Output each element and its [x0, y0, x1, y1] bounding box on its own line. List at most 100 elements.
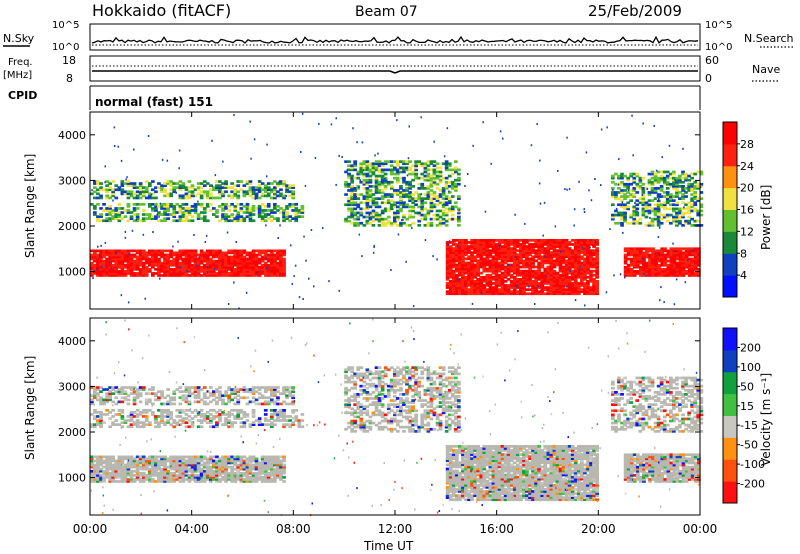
power-cell [182, 182, 186, 185]
power-cell [545, 275, 547, 277]
power-cell [133, 182, 137, 185]
velocity-cell [282, 476, 286, 479]
power-cell [457, 169, 461, 172]
power-cell [286, 195, 288, 197]
power-cell [420, 183, 424, 186]
power-cell [359, 212, 363, 215]
power-cell [448, 162, 452, 165]
power-cell [313, 285, 315, 287]
power-cell [224, 190, 228, 193]
power-cell [206, 235, 208, 237]
power-cell [575, 299, 577, 301]
power-cell [682, 148, 684, 150]
power-cell [454, 160, 458, 163]
power-cell [114, 197, 118, 200]
power-cell [180, 266, 182, 268]
power-colorbar-tick: 20 [740, 182, 754, 195]
power-cell [659, 253, 661, 255]
power-cell [252, 219, 256, 222]
velocity-cell [111, 456, 115, 459]
power-cell [276, 217, 280, 220]
power-cell [178, 167, 180, 169]
power-cell [623, 212, 627, 215]
power-cell [127, 203, 131, 206]
power-cell [152, 231, 154, 233]
power-cell [315, 157, 317, 159]
power-cell [102, 203, 106, 206]
power-cell [118, 203, 122, 206]
power-cell [209, 203, 213, 206]
power-colorbar-tick: 24 [740, 160, 754, 173]
power-cell [618, 158, 620, 160]
cpid-panel: CPID normal (fast) 151 [8, 86, 700, 110]
power-cell [643, 273, 645, 275]
power-cell [254, 189, 256, 191]
power-cell [255, 198, 257, 200]
power-cell [205, 241, 207, 243]
power-cell [109, 261, 111, 263]
power-cell [125, 237, 127, 239]
power-cell [124, 215, 128, 218]
power-cell [159, 278, 161, 280]
power-cell [678, 220, 682, 223]
cpid-text: normal (fast) 151 [95, 95, 213, 109]
power-colorbar-swatch [723, 231, 737, 253]
power-cell [675, 201, 679, 204]
power-cell [318, 123, 320, 125]
power-cell [278, 237, 280, 239]
power-cell [311, 229, 313, 231]
freq-tick-low: 8 [66, 72, 73, 85]
power-cell [457, 177, 461, 180]
power-cell [420, 116, 422, 118]
power-cell [659, 227, 661, 229]
beam-title: Beam 07 [355, 4, 418, 20]
power-cell [443, 203, 445, 205]
power-cell [375, 201, 379, 204]
power-cell [660, 286, 662, 288]
power-cell [642, 183, 646, 186]
power-cell [282, 195, 286, 198]
power-cell [642, 123, 644, 125]
power-cell [390, 269, 392, 271]
power-cell [472, 303, 474, 305]
power-cell [254, 138, 256, 140]
power-cell [199, 256, 201, 258]
power-cell [620, 273, 622, 275]
freq-unit-label: [MHz] [3, 70, 32, 81]
power-echo-cells [90, 113, 703, 310]
power-cell [439, 167, 443, 170]
power-cell [227, 209, 231, 212]
power-cell [411, 216, 415, 219]
power-cell [672, 171, 676, 174]
power-cell [434, 206, 436, 208]
power-cell [215, 209, 219, 212]
power-cell [214, 268, 216, 270]
power-cell [401, 219, 403, 221]
power-cell [115, 252, 117, 254]
power-cell [584, 208, 586, 210]
power-cell [295, 265, 297, 267]
power-cell [601, 129, 603, 131]
power-colorbar-tick: 8 [740, 247, 747, 260]
power-cell [378, 206, 382, 209]
power-cell [266, 267, 268, 269]
power-cell [514, 214, 516, 216]
power-cell [142, 209, 146, 212]
power-cell [669, 145, 671, 147]
power-cell [250, 121, 252, 123]
power-cell [409, 126, 411, 128]
noise-search-label: N.Search [744, 32, 794, 45]
power-cell [347, 160, 351, 163]
power-cell [439, 171, 443, 174]
power-cell [148, 135, 150, 137]
power-colorbar-tick: 28 [740, 138, 754, 151]
power-cell [692, 249, 694, 251]
power-cell [457, 279, 459, 281]
power-cell [358, 186, 360, 188]
power-cell [341, 156, 343, 158]
power-cell [631, 115, 633, 117]
power-cell [303, 236, 305, 238]
power-cell [445, 224, 449, 227]
power-cell [347, 169, 349, 171]
power-cell [167, 160, 169, 162]
